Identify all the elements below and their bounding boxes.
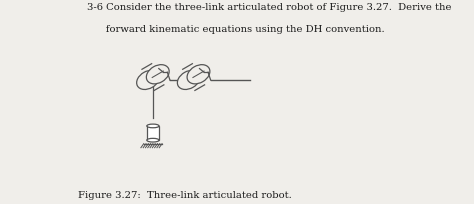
Ellipse shape bbox=[137, 71, 159, 90]
Ellipse shape bbox=[177, 71, 200, 90]
Ellipse shape bbox=[187, 65, 210, 84]
Bar bbox=[147, 126, 159, 141]
Text: Figure 3.27:  Three-link articulated robot.: Figure 3.27: Three-link articulated robo… bbox=[78, 190, 292, 199]
Text: forward kinematic equations using the DH convention.: forward kinematic equations using the DH… bbox=[87, 25, 384, 34]
Ellipse shape bbox=[146, 65, 169, 84]
Ellipse shape bbox=[147, 124, 159, 128]
Ellipse shape bbox=[147, 139, 159, 142]
Text: 3-6 Consider the three-link articulated robot of Figure 3.27.  Derive the: 3-6 Consider the three-link articulated … bbox=[87, 3, 451, 12]
